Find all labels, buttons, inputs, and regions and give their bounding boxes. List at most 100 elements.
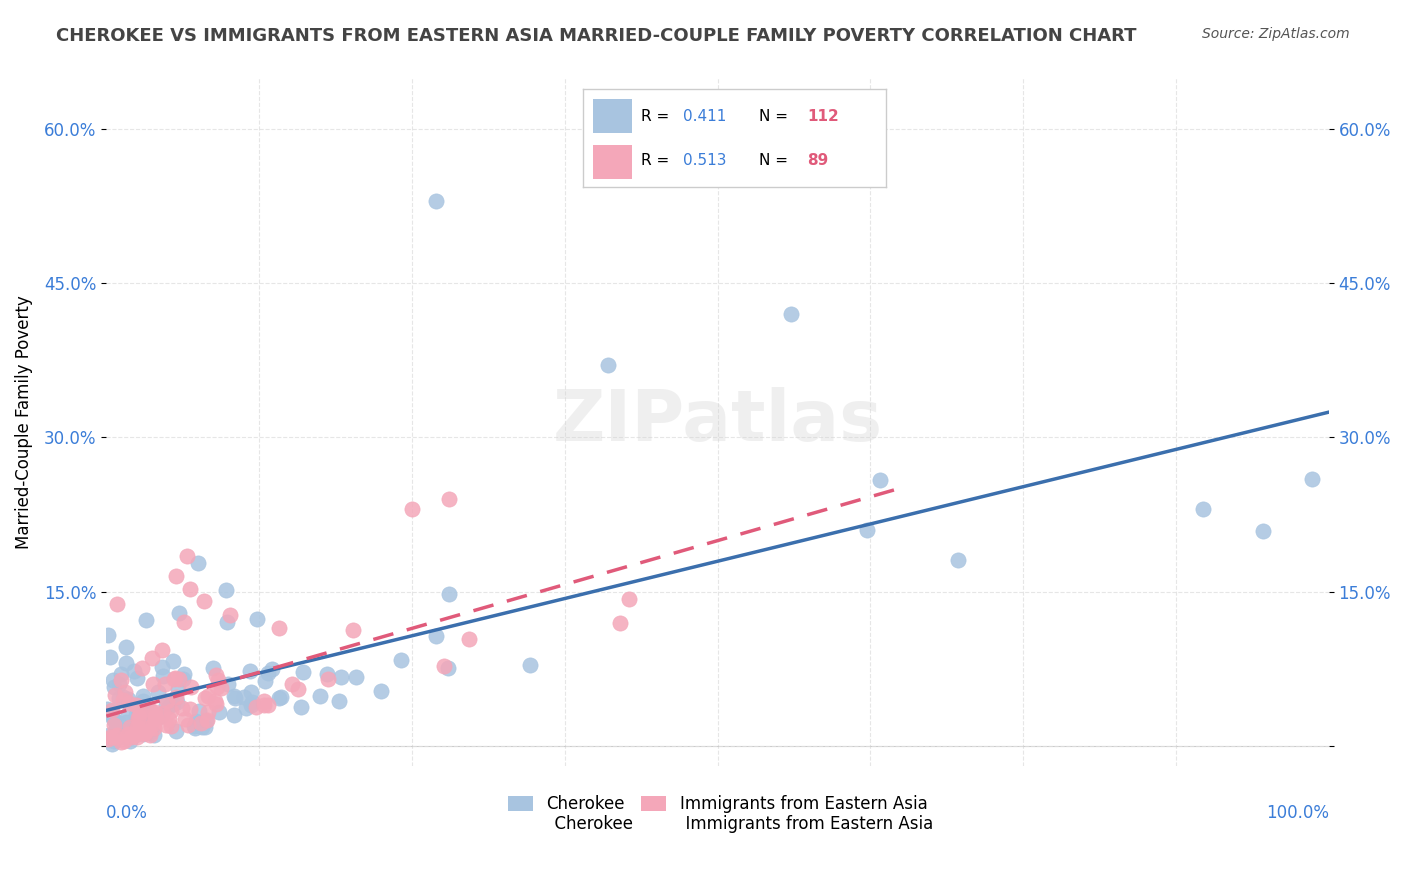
Point <box>145 713 167 727</box>
Text: 0.411: 0.411 <box>683 109 727 124</box>
Point <box>187 556 209 570</box>
Point <box>112 733 135 747</box>
Point <box>150 659 173 673</box>
Point <box>257 698 280 713</box>
Point <box>117 697 139 711</box>
Point <box>162 698 184 712</box>
Point <box>125 698 148 713</box>
Point <box>100 704 122 718</box>
Point <box>128 723 150 737</box>
Point <box>104 689 127 703</box>
Text: 112: 112 <box>807 109 839 124</box>
Point <box>141 651 163 665</box>
Point <box>187 704 209 718</box>
Point <box>120 720 142 734</box>
Point <box>193 594 215 608</box>
Point <box>194 720 217 734</box>
Point <box>176 718 198 732</box>
Point <box>120 730 142 744</box>
Point <box>191 720 214 734</box>
Text: 89: 89 <box>807 153 828 169</box>
Point <box>103 681 125 695</box>
Point <box>114 685 136 699</box>
Point <box>292 665 315 679</box>
Point <box>108 676 131 690</box>
Point <box>167 681 190 696</box>
Point <box>246 612 269 626</box>
Point <box>401 502 423 516</box>
Point <box>173 615 195 629</box>
Point <box>344 670 367 684</box>
Point <box>245 700 267 714</box>
Text: CHEROKEE VS IMMIGRANTS FROM EASTERN ASIA MARRIED-COUPLE FAMILY POVERTY CORRELATI: CHEROKEE VS IMMIGRANTS FROM EASTERN ASIA… <box>56 27 1136 45</box>
Text: N =: N = <box>759 109 793 124</box>
Point <box>127 711 149 725</box>
Point <box>139 723 162 738</box>
Point <box>132 689 155 703</box>
Point <box>239 664 262 678</box>
Point <box>194 690 217 705</box>
Point <box>142 722 165 736</box>
Point <box>128 709 150 723</box>
Point <box>308 689 330 703</box>
Point <box>240 695 263 709</box>
Point <box>156 694 179 708</box>
Point <box>127 730 149 744</box>
Point <box>253 674 276 689</box>
Point <box>253 694 276 708</box>
Point <box>135 613 157 627</box>
Point <box>117 726 139 740</box>
Point <box>115 714 138 729</box>
Point <box>160 719 183 733</box>
Point <box>167 672 190 686</box>
Point <box>165 690 187 704</box>
Text: Source: ZipAtlas.com: Source: ZipAtlas.com <box>1202 27 1350 41</box>
Point <box>208 706 231 720</box>
Point <box>218 607 240 622</box>
Point <box>152 706 174 721</box>
Point <box>207 673 229 688</box>
Point <box>287 681 309 696</box>
Point <box>437 491 460 506</box>
Point <box>267 690 290 705</box>
Point <box>101 673 124 687</box>
Point <box>117 691 139 706</box>
Point <box>146 685 169 699</box>
Point <box>124 664 146 678</box>
Point <box>235 701 257 715</box>
Point <box>163 671 186 685</box>
Point <box>253 698 276 713</box>
Point <box>96 702 118 716</box>
Point <box>205 667 228 681</box>
Point <box>110 734 132 748</box>
Point <box>617 591 640 606</box>
Point <box>184 721 207 735</box>
Point <box>270 690 292 704</box>
Point <box>328 694 350 708</box>
Point <box>290 699 312 714</box>
Point <box>179 582 201 596</box>
Point <box>389 653 412 667</box>
Point <box>172 672 194 686</box>
Point <box>780 307 803 321</box>
Point <box>205 680 228 694</box>
Point <box>143 710 166 724</box>
Point <box>97 728 120 742</box>
Point <box>174 712 197 726</box>
Point <box>596 359 619 373</box>
Point <box>118 734 141 748</box>
Point <box>139 719 162 733</box>
Point <box>141 705 163 719</box>
Point <box>107 715 129 730</box>
Point <box>131 723 153 738</box>
Point <box>103 734 125 748</box>
Point <box>437 587 460 601</box>
Point <box>103 713 125 727</box>
Point <box>105 597 128 611</box>
Bar <box>592 99 631 133</box>
Point <box>101 737 124 751</box>
Point <box>437 661 460 675</box>
Bar <box>592 145 631 179</box>
Point <box>138 702 160 716</box>
Point <box>110 673 132 688</box>
